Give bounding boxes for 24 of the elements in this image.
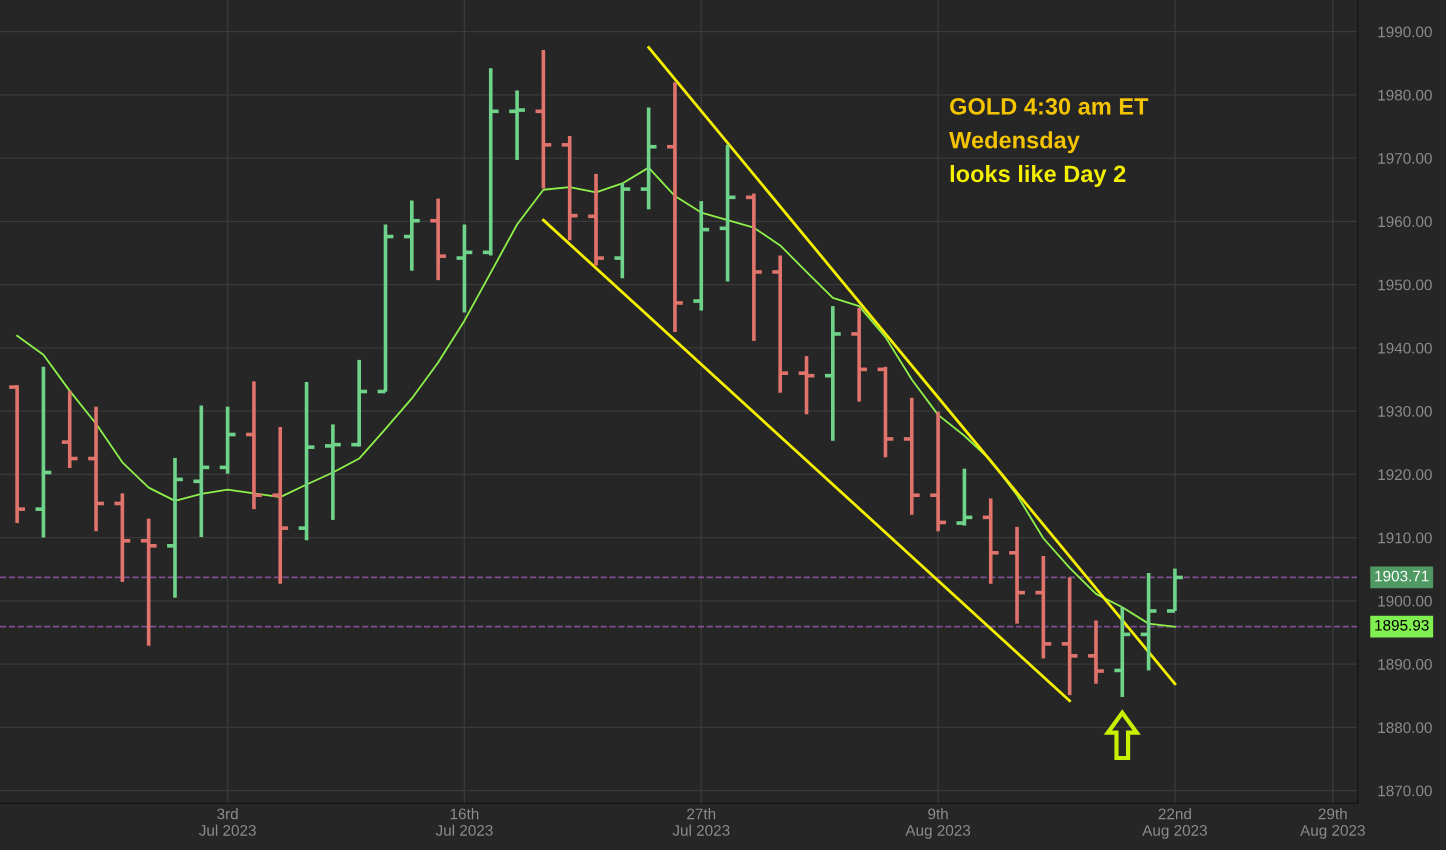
- y-tick-label: 1890.00: [1378, 658, 1432, 670]
- y-tick-label: 1910.00: [1378, 532, 1432, 544]
- y-tick-label: 1920.00: [1378, 469, 1432, 481]
- x-tick-label: 3rd Jul 2023: [198, 808, 256, 836]
- y-tick-label: 1950.00: [1378, 279, 1432, 291]
- y-tick-label: 1980.00: [1378, 89, 1432, 101]
- x-tick-label: 16th Jul 2023: [435, 808, 493, 836]
- y-tick-label: 1960.00: [1378, 216, 1432, 228]
- x-tick-label: 9th Aug 2023: [905, 808, 971, 839]
- annotation: Wedensday: [949, 131, 1080, 154]
- y-tick-label: 1990.00: [1378, 26, 1432, 38]
- ref-line-label: 1895.93: [1375, 619, 1429, 631]
- x-tick-label: 27th Jul 2023: [672, 808, 730, 836]
- y-tick-label: 1940.00: [1378, 342, 1432, 354]
- x-tick-label: 22nd Aug 2023: [1142, 808, 1207, 839]
- annotation: GOLD 4:30 am ET: [950, 98, 1149, 115]
- y-tick-label: 1900.00: [1378, 595, 1432, 607]
- y-tick-label: 1880.00: [1378, 722, 1432, 734]
- y-tick-label: 1930.00: [1378, 405, 1432, 417]
- y-tick-label: 1870.00: [1378, 785, 1432, 797]
- annotation: looks like Day 2: [950, 164, 1126, 187]
- ref-line-label: 1903.71: [1375, 570, 1429, 582]
- y-tick-label: 1970.00: [1378, 152, 1432, 164]
- x-tick-label: 29th Aug 2023: [1300, 808, 1365, 839]
